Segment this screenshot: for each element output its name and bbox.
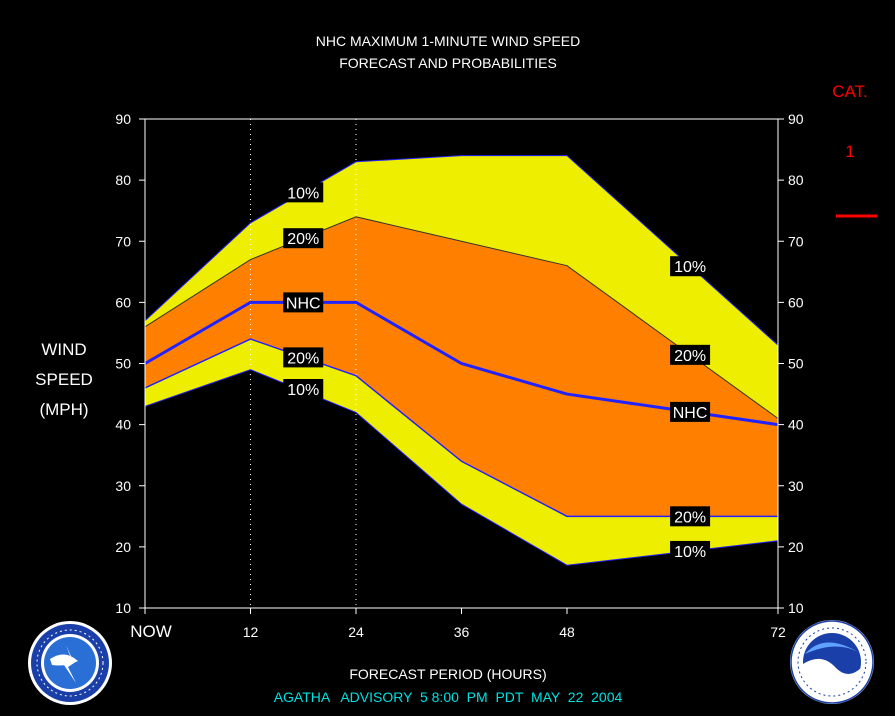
label-upper20-right: 20% xyxy=(674,348,706,365)
axis-ticks: 10 10 20 20 30 30 40 40 50 50 60 60 70 70 80 80 90 90 NOW 1… xyxy=(115,111,803,641)
label-lower10-right: 10% xyxy=(674,544,706,561)
y-tick-label-left: 90 xyxy=(115,111,131,127)
label-upper10-left: 10% xyxy=(287,185,319,202)
x-axis-title: FORECAST PERIOD (HOURS) xyxy=(349,666,546,682)
y-tick-label-right: 20 xyxy=(788,539,804,555)
label-nhc-right-bg xyxy=(670,401,711,422)
label-nhc-left: NHC xyxy=(286,295,321,312)
nws-logo xyxy=(28,621,112,705)
series-line-upper20 xyxy=(144,216,779,419)
label-lower20-left-bg xyxy=(283,347,324,368)
probability-bands xyxy=(145,155,778,566)
y-tick-label-right: 90 xyxy=(788,111,804,127)
series-line-lower20 xyxy=(144,338,778,518)
y-tick-label-right: 80 xyxy=(788,172,804,188)
x-tick-label: 48 xyxy=(559,624,575,640)
y-tick-label-left: 40 xyxy=(115,417,131,433)
x-tick-label: NOW xyxy=(130,622,172,641)
chart-title-line2: FORECAST AND PROBABILITIES xyxy=(339,55,557,71)
label-lower20-right: 20% xyxy=(674,509,706,526)
label-lower10-left: 10% xyxy=(287,382,319,399)
label-upper10-right-bg xyxy=(670,256,711,277)
ylabel-line2: SPEED xyxy=(35,370,93,389)
category-label: CAT. xyxy=(832,82,868,101)
category-legend: CAT. 1 xyxy=(832,82,877,218)
series-lines xyxy=(144,155,779,566)
y-tick-label-right: 50 xyxy=(788,356,804,372)
category-value: 1 xyxy=(845,142,854,161)
y-tick-label-right: 40 xyxy=(788,417,804,433)
y-tick-label-left: 20 xyxy=(115,539,131,555)
series-labels: 10% 20% NHC 20% 10% 10% 20% NHC 20% 10% xyxy=(283,182,711,561)
label-lower10-right-bg xyxy=(670,540,711,561)
series-line-upper10 xyxy=(144,155,779,346)
series-line-lower10 xyxy=(144,369,779,566)
y-tick-label-left: 50 xyxy=(115,356,131,372)
y-tick-label-right: 10 xyxy=(788,600,804,616)
label-upper10-right: 10% xyxy=(674,259,706,276)
label-upper20-left-bg xyxy=(283,228,324,249)
label-lower20-right-bg xyxy=(670,506,711,527)
label-nhc-right: NHC xyxy=(673,405,708,422)
series-line-nhc xyxy=(144,300,779,427)
plot-area: 10% 20% NHC 20% 10% 10% 20% NHC 20% 10% xyxy=(144,118,779,609)
y-tick-label-left: 60 xyxy=(115,294,131,310)
band-20-percent xyxy=(145,216,778,517)
label-upper20-right-bg xyxy=(670,344,711,365)
x-tick-label: 24 xyxy=(348,624,364,640)
label-nhc-left-bg xyxy=(283,292,324,313)
label-upper10-left-bg xyxy=(283,182,324,203)
x-tick-label: 12 xyxy=(243,624,259,640)
y-tick-label-left: 10 xyxy=(115,600,131,616)
label-lower10-left-bg xyxy=(283,379,324,400)
chart-title-line1: NHC MAXIMUM 1-MINUTE WIND SPEED xyxy=(316,33,580,49)
y-tick-label-left: 80 xyxy=(115,172,131,188)
y-tick-label-right: 70 xyxy=(788,233,804,249)
y-tick-label-right: 30 xyxy=(788,478,804,494)
advisory-line: AGATHA ADVISORY 5 8:00 PM PDT MAY 22 200… xyxy=(274,689,623,705)
ylabel-line1: WIND xyxy=(41,340,86,359)
y-tick-label-left: 30 xyxy=(115,478,131,494)
x-tick-label: 72 xyxy=(770,624,786,640)
y-axis-title: WIND SPEED (MPH) xyxy=(35,340,93,419)
label-upper20-left: 20% xyxy=(287,231,319,248)
y-tick-label-left: 70 xyxy=(115,233,131,249)
ylabel-line3: (MPH) xyxy=(39,400,88,419)
y-tick-label-right: 60 xyxy=(788,294,804,310)
noaa-logo xyxy=(790,620,874,704)
label-lower20-left: 20% xyxy=(287,350,319,367)
x-tick-label: 36 xyxy=(454,624,470,640)
